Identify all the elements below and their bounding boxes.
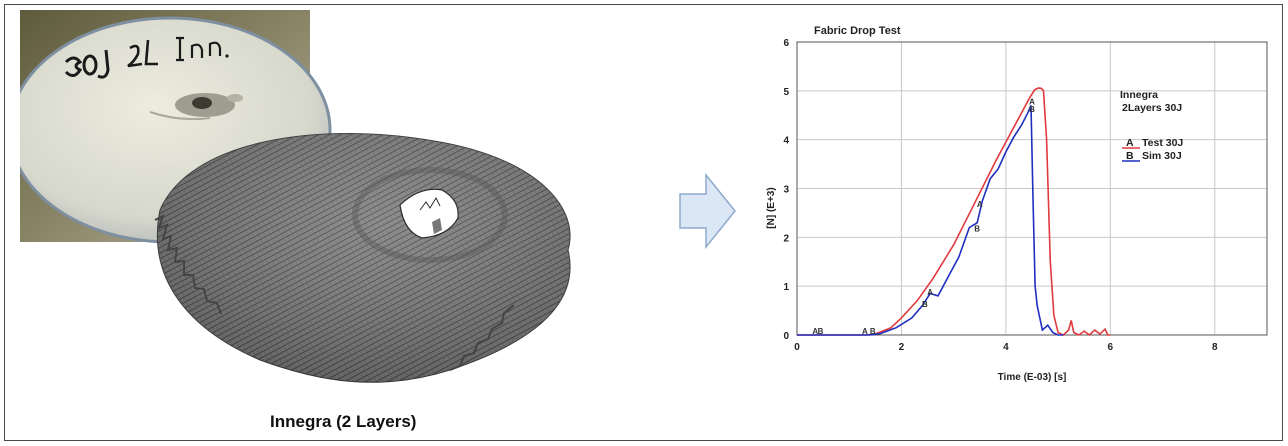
legend-label: Sim 30J	[1142, 150, 1182, 162]
y-tick-label: 2	[783, 233, 789, 244]
figure-caption: Innegra (2 Layers)	[270, 412, 417, 431]
x-tick-label: 2	[899, 342, 905, 353]
legend-title-line: 2Layers 30J	[1122, 102, 1182, 114]
legend-title-line: Innegra	[1120, 89, 1158, 101]
legend-marker: A	[1126, 137, 1134, 149]
x-tick-label: 8	[1212, 342, 1218, 353]
legend-item-a: A Test 30J	[1122, 137, 1183, 149]
y-tick-label: 5	[783, 87, 789, 98]
y-tick-label: 1	[783, 282, 789, 293]
y-tick-label: 6	[783, 38, 789, 49]
arrow-right-icon	[679, 172, 736, 250]
series-marker-b: B	[974, 224, 980, 233]
series-marker-a: A	[862, 327, 868, 336]
series-marker-a: A	[812, 327, 818, 336]
series-marker-a: A	[977, 200, 983, 209]
series-marker-a: A	[927, 288, 933, 297]
series-marker-b: B	[1029, 105, 1035, 114]
x-tick-label: 4	[1003, 342, 1009, 353]
series-marker-a: A	[1029, 97, 1035, 106]
y-tick-label: 3	[783, 185, 789, 196]
legend-item-b: B Sim 30J	[1122, 150, 1182, 162]
simulation-mesh	[154, 133, 571, 383]
series-line-a	[797, 87, 1111, 337]
legend-marker: B	[1126, 150, 1134, 162]
chart-title: Fabric Drop Test	[814, 25, 901, 37]
specimen-images	[20, 10, 571, 383]
series-line-b	[797, 105, 1064, 336]
y-axis-label: [N] (E+3)	[766, 187, 777, 228]
x-tick-label: 0	[794, 342, 800, 353]
series-marker-b: B	[818, 327, 824, 336]
plot-frame	[796, 41, 1268, 336]
x-tick-label: 6	[1108, 342, 1114, 353]
y-tick-label: 4	[783, 136, 789, 147]
axes: 0 2 4 6 8 0 1 2 3 4 5 6	[783, 38, 1268, 353]
handwritten-label	[64, 36, 229, 79]
legend-label: Test 30J	[1142, 137, 1183, 149]
y-tick-label: 0	[783, 331, 789, 342]
x-axis-label: Time (E-03) [s]	[998, 372, 1067, 383]
series-marker-b: B	[922, 300, 928, 309]
series-marker-b: B	[870, 327, 876, 336]
